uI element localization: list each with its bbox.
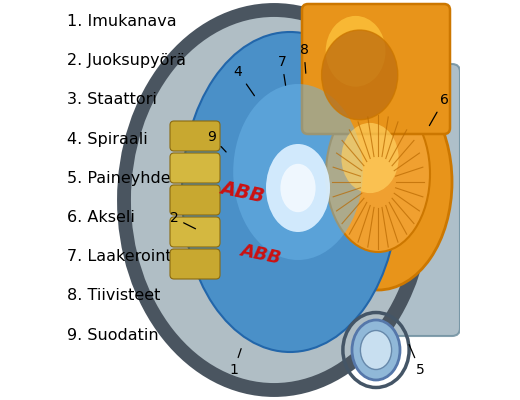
Text: 1. Imukanava: 1. Imukanava	[67, 14, 177, 29]
FancyBboxPatch shape	[170, 153, 220, 183]
Ellipse shape	[352, 320, 400, 380]
Text: 3. Staattori: 3. Staattori	[67, 92, 157, 108]
FancyBboxPatch shape	[170, 249, 220, 279]
Ellipse shape	[326, 96, 430, 252]
FancyBboxPatch shape	[302, 4, 450, 134]
FancyBboxPatch shape	[170, 121, 220, 151]
Text: 7: 7	[278, 55, 287, 85]
Text: 7. Laakerointi: 7. Laakerointi	[67, 249, 176, 264]
Text: 6. Akseli: 6. Akseli	[67, 210, 135, 225]
Ellipse shape	[342, 123, 399, 193]
Ellipse shape	[360, 330, 392, 370]
Text: 2. Juoksupyörä: 2. Juoksupyörä	[67, 53, 186, 68]
Text: 9. Suodatin: 9. Suodatin	[67, 328, 159, 342]
Text: 5: 5	[409, 344, 424, 377]
Text: ABB: ABB	[238, 241, 282, 267]
Ellipse shape	[266, 144, 330, 232]
FancyBboxPatch shape	[170, 185, 220, 215]
Ellipse shape	[304, 74, 452, 290]
Text: 8: 8	[300, 43, 308, 73]
Text: 8. Tiivisteet: 8. Tiivisteet	[67, 288, 161, 304]
Text: 4. Spiraali: 4. Spiraali	[67, 132, 148, 147]
Text: 6: 6	[430, 93, 448, 126]
Ellipse shape	[280, 164, 316, 212]
Ellipse shape	[182, 32, 398, 352]
FancyBboxPatch shape	[170, 217, 220, 247]
Text: 5. Paineyhde: 5. Paineyhde	[67, 171, 171, 186]
Text: 4: 4	[233, 65, 254, 96]
Text: 2: 2	[170, 211, 196, 229]
Text: 1: 1	[229, 349, 241, 377]
Ellipse shape	[124, 10, 424, 390]
Text: ABB: ABB	[218, 178, 266, 206]
FancyBboxPatch shape	[290, 64, 460, 336]
Ellipse shape	[326, 16, 385, 87]
Ellipse shape	[321, 30, 398, 120]
Ellipse shape	[233, 84, 363, 260]
Text: 9: 9	[207, 130, 226, 152]
